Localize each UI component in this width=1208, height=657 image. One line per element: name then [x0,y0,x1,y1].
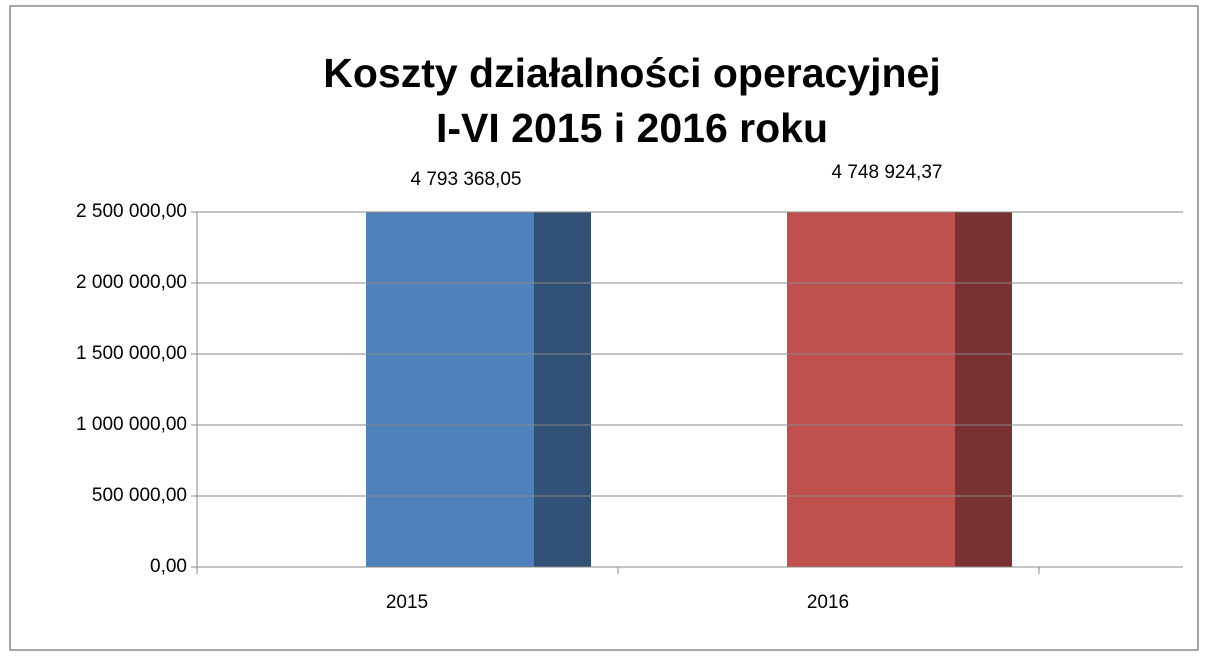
bar-side [534,212,591,567]
chart-border [9,5,1199,651]
y-tick-label: 500 000,00 [92,485,187,506]
bar [366,212,534,567]
y-tick-label: 0,00 [150,556,187,577]
chart-title: I-VI 2015 i 2016 roku [436,105,828,151]
y-tick-label: 2 000 000,00 [76,272,187,293]
y-tick-label: 1 500 000,00 [76,343,187,364]
x-tick-label: 2015 [386,592,428,613]
bar-side [955,212,1012,568]
bar [787,212,955,568]
data-label: 4 748 924,37 [832,162,943,183]
bars [366,212,1012,568]
y-tick-label: 1 000 000,00 [76,414,187,435]
x-tick-label: 2016 [807,592,849,613]
y-tick-label: 2 500 000,00 [76,201,187,222]
chart-title: Koszty działalności operacyjnej [323,50,940,96]
data-label: 4 793 368,05 [411,169,522,190]
